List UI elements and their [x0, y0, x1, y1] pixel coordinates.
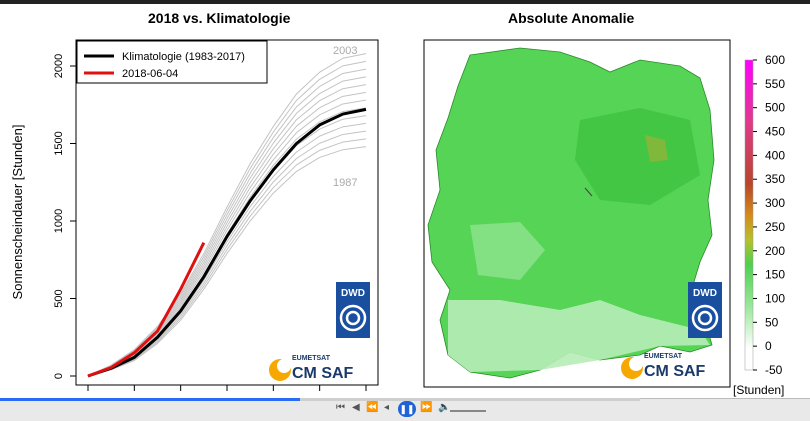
- dwd-logo-map-text: DWD: [693, 288, 717, 299]
- video-progress-fill: [0, 398, 300, 401]
- annotation-1987: 1987: [333, 177, 357, 189]
- colorbar-tick-label: 0: [765, 339, 772, 353]
- dwd-logo-bg: [336, 282, 370, 338]
- colorbar-tick-label: -50: [765, 363, 783, 377]
- dwd-swirl-map-inner: [697, 310, 713, 326]
- dwd-logo-text: DWD: [341, 288, 365, 299]
- colorbar-tick-label: 500: [765, 101, 785, 115]
- dwd-logo-map-bg: [688, 282, 722, 338]
- colorbar-tick-label: 450: [765, 125, 785, 139]
- legend-label-climatology: Klimatologie (1983-2017): [122, 51, 245, 63]
- y-tick-label: 1000: [53, 209, 65, 233]
- y-axis: 0 500 1000 1500 2000: [53, 54, 76, 379]
- legend: Klimatologie (1983-2017) 2018-06-04: [76, 40, 268, 84]
- ensemble-line: [87, 146, 367, 377]
- eumetsat-text: EUMETSAT: [292, 355, 331, 362]
- cursor-mark: [584, 187, 593, 197]
- cmsaf-map-text: CM SAF: [644, 363, 706, 380]
- cmsaf-sun-cut: [277, 359, 291, 373]
- ensemble-line: [87, 60, 367, 377]
- current-year-series-line: [87, 242, 206, 378]
- legend-label-current: 2018-06-04: [122, 68, 178, 80]
- skip-back-icon[interactable]: ⏮: [336, 402, 345, 413]
- cmsaf-map-sun-cut: [629, 357, 643, 371]
- annotation-2003: 2003: [333, 45, 357, 57]
- colorbar-unit: [Stunden]: [733, 383, 784, 397]
- anomaly-peak-region: [645, 135, 668, 162]
- colorbar-tick-label: 200: [765, 244, 785, 258]
- dwd-swirl-map-icon: [691, 304, 719, 332]
- colorbar-tick-label: 300: [765, 196, 785, 210]
- anomaly-mid-region-west: [470, 222, 545, 280]
- anomaly-high-region: [575, 108, 700, 205]
- video-top-bar: [0, 0, 810, 4]
- rewind-icon[interactable]: ⏪: [366, 402, 379, 413]
- y-tick-label: 0: [53, 373, 65, 379]
- cmsaf-text: CM SAF: [292, 365, 354, 382]
- colorbar-tick-label: 550: [765, 77, 785, 91]
- chart-title-right: Absolute Anomalie: [508, 10, 635, 26]
- chart-title-left: 2018 vs. Klimatologie: [148, 10, 291, 26]
- colorbar-gradient: [744, 59, 754, 371]
- climatology-series-line: [87, 107, 367, 378]
- fast-forward-icon[interactable]: ⏩: [420, 402, 433, 413]
- dwd-logo: DWD: [336, 282, 370, 338]
- ensemble-line: [87, 53, 367, 377]
- legend-box: [76, 40, 268, 84]
- y-tick-label: 1500: [53, 131, 65, 155]
- colorbar-tick-label: 350: [765, 172, 785, 186]
- dwd-swirl-inner: [345, 310, 361, 326]
- y-tick-label: 2000: [53, 54, 65, 78]
- dwd-logo-map: DWD: [688, 282, 722, 338]
- ensemble-line: [87, 138, 367, 377]
- colorbar-tick-label: 50: [765, 315, 779, 329]
- video-progress-track[interactable]: [0, 398, 640, 401]
- cmsaf-logo: EUMETSAT CM SAF: [269, 355, 354, 382]
- cmsaf-logo-map: EUMETSAT CM SAF: [621, 353, 706, 380]
- volume-icon[interactable]: 🔈: [438, 402, 451, 413]
- eumetsat-map-text: EUMETSAT: [644, 353, 683, 360]
- colorbar-tick-label: 600: [765, 53, 785, 67]
- dwd-swirl-icon: [339, 304, 367, 332]
- y-axis-label: Sonnenscheindauer [Stunden]: [10, 125, 25, 300]
- y-tick-label: 500: [53, 289, 65, 307]
- colorbar-tick-label: 150: [765, 268, 785, 282]
- ensemble-line: [87, 99, 367, 377]
- colorbar-tick-label: 400: [765, 148, 785, 162]
- pause-button[interactable]: ❚❚: [398, 401, 416, 417]
- prev-frame-icon[interactable]: ◂: [384, 402, 390, 413]
- volume-slider[interactable]: [450, 410, 486, 412]
- colorbar-tick-label: 100: [765, 291, 785, 305]
- colorbar-tick-label: 250: [765, 220, 785, 234]
- step-back-icon[interactable]: ◀: [352, 402, 360, 413]
- series-lines: [87, 107, 367, 378]
- anomaly-low-region-south: [448, 300, 710, 372]
